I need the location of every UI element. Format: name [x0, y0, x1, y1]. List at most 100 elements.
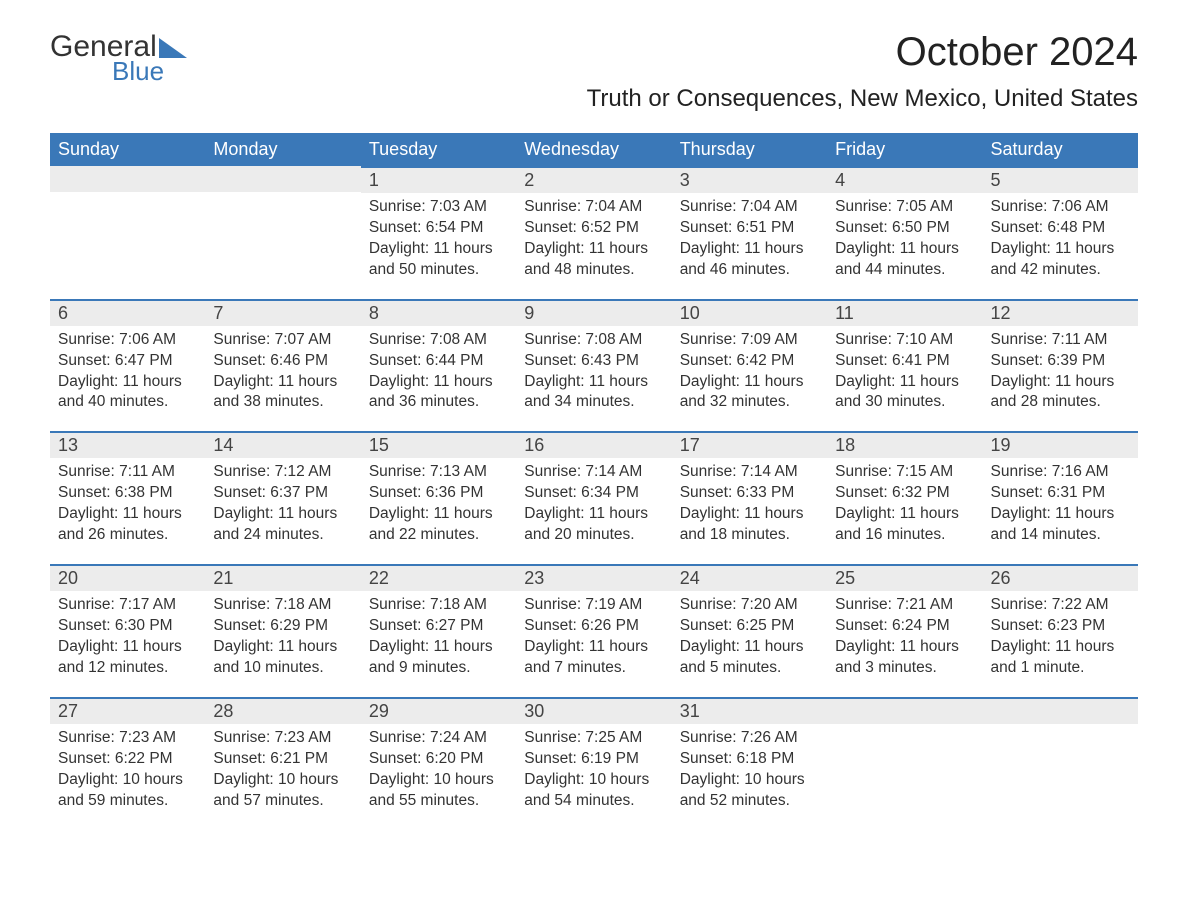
day-number: 2 [516, 166, 671, 193]
day-number: 18 [827, 431, 982, 458]
day-number: 9 [516, 299, 671, 326]
sunset-text: Sunset: 6:26 PM [524, 616, 663, 637]
day-content: Sunrise: 7:11 AMSunset: 6:39 PMDaylight:… [983, 326, 1138, 414]
daylight-text: Daylight: 11 hours and 30 minutes. [835, 372, 974, 414]
daylight-text: Daylight: 10 hours and 57 minutes. [213, 770, 352, 812]
calendar-day-cell: 24Sunrise: 7:20 AMSunset: 6:25 PMDayligh… [672, 564, 827, 697]
sunset-text: Sunset: 6:33 PM [680, 483, 819, 504]
day-number: 13 [50, 431, 205, 458]
location-title: Truth or Consequences, New Mexico, Unite… [587, 85, 1138, 113]
day-content: Sunrise: 7:20 AMSunset: 6:25 PMDaylight:… [672, 591, 827, 679]
day-number: 16 [516, 431, 671, 458]
daylight-text: Daylight: 11 hours and 9 minutes. [369, 637, 508, 679]
daylight-text: Daylight: 10 hours and 55 minutes. [369, 770, 508, 812]
sunset-text: Sunset: 6:42 PM [680, 351, 819, 372]
calendar-day-cell: 27Sunrise: 7:23 AMSunset: 6:22 PMDayligh… [50, 697, 205, 830]
sunset-text: Sunset: 6:50 PM [835, 218, 974, 239]
daylight-text: Daylight: 11 hours and 42 minutes. [991, 239, 1130, 281]
calendar-day-cell: 12Sunrise: 7:11 AMSunset: 6:39 PMDayligh… [983, 299, 1138, 432]
day-content: Sunrise: 7:09 AMSunset: 6:42 PMDaylight:… [672, 326, 827, 414]
day-header: Monday [205, 133, 360, 166]
day-number: 3 [672, 166, 827, 193]
calendar-week-row: 27Sunrise: 7:23 AMSunset: 6:22 PMDayligh… [50, 697, 1138, 830]
daylight-text: Daylight: 10 hours and 52 minutes. [680, 770, 819, 812]
title-block: October 2024 Truth or Consequences, New … [587, 30, 1138, 125]
sunrise-text: Sunrise: 7:13 AM [369, 462, 508, 483]
calendar-day-cell: 5Sunrise: 7:06 AMSunset: 6:48 PMDaylight… [983, 166, 1138, 299]
sunset-text: Sunset: 6:18 PM [680, 749, 819, 770]
day-number [983, 697, 1138, 724]
calendar-day-cell: 19Sunrise: 7:16 AMSunset: 6:31 PMDayligh… [983, 431, 1138, 564]
calendar-day-cell: 6Sunrise: 7:06 AMSunset: 6:47 PMDaylight… [50, 299, 205, 432]
calendar-day-cell: 29Sunrise: 7:24 AMSunset: 6:20 PMDayligh… [361, 697, 516, 830]
day-number: 15 [361, 431, 516, 458]
day-header: Saturday [983, 133, 1138, 166]
daylight-text: Daylight: 11 hours and 1 minute. [991, 637, 1130, 679]
sunrise-text: Sunrise: 7:23 AM [213, 728, 352, 749]
calendar-day-cell: 20Sunrise: 7:17 AMSunset: 6:30 PMDayligh… [50, 564, 205, 697]
sunset-text: Sunset: 6:24 PM [835, 616, 974, 637]
day-number: 28 [205, 697, 360, 724]
sunrise-text: Sunrise: 7:05 AM [835, 197, 974, 218]
day-number [205, 166, 360, 192]
sunrise-text: Sunrise: 7:19 AM [524, 595, 663, 616]
day-content: Sunrise: 7:23 AMSunset: 6:22 PMDaylight:… [50, 724, 205, 812]
sunrise-text: Sunrise: 7:04 AM [524, 197, 663, 218]
day-content: Sunrise: 7:06 AMSunset: 6:47 PMDaylight:… [50, 326, 205, 414]
calendar-day-cell [983, 697, 1138, 830]
daylight-text: Daylight: 11 hours and 38 minutes. [213, 372, 352, 414]
day-content: Sunrise: 7:16 AMSunset: 6:31 PMDaylight:… [983, 458, 1138, 546]
sunset-text: Sunset: 6:20 PM [369, 749, 508, 770]
day-content: Sunrise: 7:10 AMSunset: 6:41 PMDaylight:… [827, 326, 982, 414]
calendar-day-cell: 18Sunrise: 7:15 AMSunset: 6:32 PMDayligh… [827, 431, 982, 564]
sunrise-text: Sunrise: 7:07 AM [213, 330, 352, 351]
day-content: Sunrise: 7:26 AMSunset: 6:18 PMDaylight:… [672, 724, 827, 812]
calendar-day-cell [205, 166, 360, 299]
sunrise-text: Sunrise: 7:09 AM [680, 330, 819, 351]
day-content: Sunrise: 7:04 AMSunset: 6:52 PMDaylight:… [516, 193, 671, 281]
day-header: Sunday [50, 133, 205, 166]
daylight-text: Daylight: 11 hours and 50 minutes. [369, 239, 508, 281]
daylight-text: Daylight: 11 hours and 10 minutes. [213, 637, 352, 679]
sunrise-text: Sunrise: 7:14 AM [524, 462, 663, 483]
daylight-text: Daylight: 11 hours and 20 minutes. [524, 504, 663, 546]
calendar-day-cell: 25Sunrise: 7:21 AMSunset: 6:24 PMDayligh… [827, 564, 982, 697]
sunrise-text: Sunrise: 7:06 AM [58, 330, 197, 351]
day-content: Sunrise: 7:03 AMSunset: 6:54 PMDaylight:… [361, 193, 516, 281]
daylight-text: Daylight: 11 hours and 34 minutes. [524, 372, 663, 414]
sunset-text: Sunset: 6:30 PM [58, 616, 197, 637]
sunrise-text: Sunrise: 7:06 AM [991, 197, 1130, 218]
sunset-text: Sunset: 6:46 PM [213, 351, 352, 372]
day-number: 10 [672, 299, 827, 326]
day-number: 25 [827, 564, 982, 591]
calendar-day-cell: 3Sunrise: 7:04 AMSunset: 6:51 PMDaylight… [672, 166, 827, 299]
day-content: Sunrise: 7:17 AMSunset: 6:30 PMDaylight:… [50, 591, 205, 679]
calendar-day-cell: 23Sunrise: 7:19 AMSunset: 6:26 PMDayligh… [516, 564, 671, 697]
sunset-text: Sunset: 6:41 PM [835, 351, 974, 372]
calendar-day-cell: 11Sunrise: 7:10 AMSunset: 6:41 PMDayligh… [827, 299, 982, 432]
page-header: General Blue October 2024 Truth or Conse… [50, 30, 1138, 125]
sunset-text: Sunset: 6:25 PM [680, 616, 819, 637]
calendar-table: Sunday Monday Tuesday Wednesday Thursday… [50, 133, 1138, 829]
daylight-text: Daylight: 11 hours and 5 minutes. [680, 637, 819, 679]
sunset-text: Sunset: 6:52 PM [524, 218, 663, 239]
calendar-week-row: 6Sunrise: 7:06 AMSunset: 6:47 PMDaylight… [50, 299, 1138, 432]
day-content: Sunrise: 7:04 AMSunset: 6:51 PMDaylight:… [672, 193, 827, 281]
calendar-day-cell: 22Sunrise: 7:18 AMSunset: 6:27 PMDayligh… [361, 564, 516, 697]
day-number: 6 [50, 299, 205, 326]
calendar-day-cell: 4Sunrise: 7:05 AMSunset: 6:50 PMDaylight… [827, 166, 982, 299]
logo: General Blue [50, 30, 187, 87]
sunrise-text: Sunrise: 7:18 AM [369, 595, 508, 616]
sunrise-text: Sunrise: 7:26 AM [680, 728, 819, 749]
day-number: 27 [50, 697, 205, 724]
calendar-day-cell: 21Sunrise: 7:18 AMSunset: 6:29 PMDayligh… [205, 564, 360, 697]
day-number: 21 [205, 564, 360, 591]
sunrise-text: Sunrise: 7:20 AM [680, 595, 819, 616]
sunrise-text: Sunrise: 7:24 AM [369, 728, 508, 749]
sunset-text: Sunset: 6:19 PM [524, 749, 663, 770]
calendar-week-row: 1Sunrise: 7:03 AMSunset: 6:54 PMDaylight… [50, 166, 1138, 299]
calendar-day-cell: 2Sunrise: 7:04 AMSunset: 6:52 PMDaylight… [516, 166, 671, 299]
daylight-text: Daylight: 11 hours and 40 minutes. [58, 372, 197, 414]
day-content: Sunrise: 7:18 AMSunset: 6:27 PMDaylight:… [361, 591, 516, 679]
sunset-text: Sunset: 6:43 PM [524, 351, 663, 372]
